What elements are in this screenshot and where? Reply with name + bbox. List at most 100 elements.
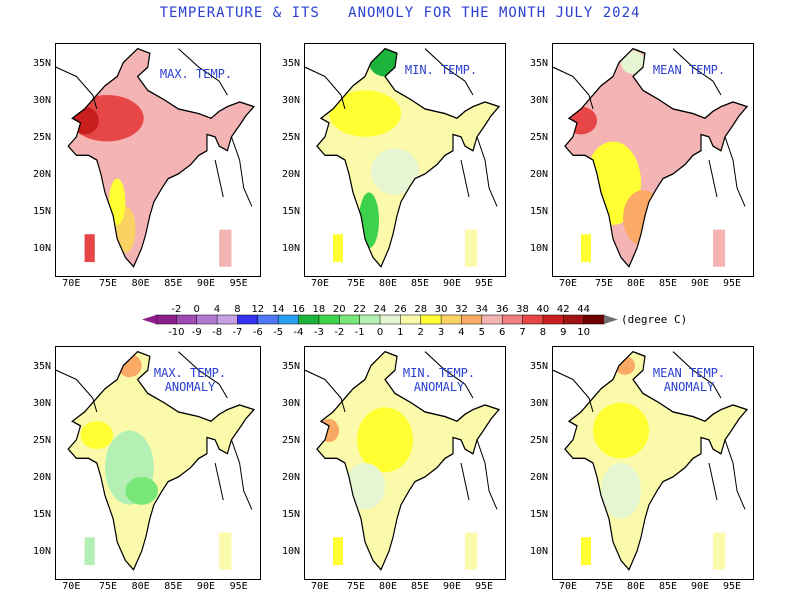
country-border — [178, 351, 228, 399]
x-tick-label: 80E — [131, 278, 150, 289]
x-tick-label: 75E — [346, 581, 366, 592]
x-tick-label: 80E — [378, 581, 398, 592]
legend-anomaly-label: -10 — [168, 327, 184, 338]
y-tick-label: 20N — [281, 472, 300, 484]
legend-anomaly-label: -7 — [232, 327, 242, 338]
legend-anomaly-label: -4 — [294, 327, 304, 338]
india-outline — [564, 47, 749, 268]
panel-title-line2: ANOMALY — [663, 380, 715, 394]
legend-temperature-label: 28 — [414, 304, 427, 315]
panel-title-line1: MIN. TEMP. — [404, 63, 478, 77]
india-map — [553, 47, 749, 268]
y-tick-label: 30N — [281, 398, 300, 409]
y-tick-label: 15N — [529, 509, 548, 521]
country-border — [553, 66, 594, 110]
legend-temperature-label: 26 — [394, 304, 407, 315]
temperature-region — [623, 190, 663, 246]
andaman-box — [465, 229, 477, 267]
y-tick-label: 10N — [529, 546, 548, 558]
legend-unit: (degree C) — [621, 313, 688, 326]
country-border — [672, 48, 722, 96]
panel-title-line2: ANOMALY — [413, 380, 465, 394]
x-tick-label: 90E — [690, 581, 710, 592]
legend-swatch — [216, 314, 239, 325]
legend-anomaly-label: -5 — [273, 327, 283, 338]
legend-anomaly-label: 3 — [438, 327, 444, 338]
x-tick-label: 95E — [229, 278, 248, 289]
x-tick-label: 80E — [378, 278, 398, 289]
legend-temperature-label: 4 — [214, 304, 220, 315]
india-fill — [317, 351, 499, 570]
legend-swatch — [461, 314, 483, 325]
country-border — [230, 439, 253, 510]
legend-anomaly-label: -8 — [212, 327, 222, 338]
lakshadweep-box — [333, 537, 343, 566]
legend-swatch — [563, 314, 585, 325]
legend-swatch — [237, 314, 259, 325]
legend-temperature-label: 14 — [272, 304, 285, 315]
lakshadweep-box — [84, 234, 95, 263]
legend-anomaly-label: 6 — [499, 327, 505, 338]
legend-temperature-label: 38 — [516, 304, 529, 315]
y-tick-label: 15N — [32, 509, 51, 521]
panel-title: MIN. TEMP. — [386, 63, 496, 77]
country-border — [214, 462, 224, 501]
legend-temperature-label: 12 — [251, 304, 264, 315]
temperature-region — [80, 421, 114, 450]
andaman-box — [713, 229, 725, 267]
temperature-region — [357, 407, 413, 473]
temperature-region — [109, 178, 126, 225]
legend-temperature-label: 8 — [234, 304, 240, 315]
india-map — [305, 350, 501, 571]
y-tick-label: 25N — [529, 435, 548, 447]
country-border — [460, 159, 470, 198]
andaman-box — [219, 532, 232, 570]
lakshadweep-box — [581, 234, 591, 263]
country-border — [305, 369, 346, 413]
temperature-region — [371, 148, 419, 195]
legend-swatch — [318, 314, 341, 325]
temperature-region — [601, 463, 641, 519]
legend-temperature-label: 44 — [577, 304, 590, 315]
x-tick-label: 75E — [99, 278, 118, 289]
map-panel-2 — [304, 43, 506, 277]
country-border — [476, 136, 498, 207]
temperature-region — [345, 463, 385, 510]
y-tick-label: 30N — [529, 95, 548, 106]
y-tick-label: 10N — [32, 546, 51, 558]
legend-anomaly-label: 8 — [540, 327, 546, 338]
legend-swatch — [440, 314, 463, 325]
x-tick-label: 70E — [62, 278, 81, 289]
x-tick-label: 90E — [196, 581, 215, 592]
legend-swatch — [420, 314, 442, 325]
x-tick-label: 95E — [474, 278, 494, 289]
andaman-box — [219, 229, 232, 267]
country-border — [553, 369, 594, 413]
india-outline — [316, 350, 501, 571]
panel-title: MAX. TEMP. ANOMALY — [135, 366, 245, 394]
legend-anomaly-label: 0 — [377, 327, 383, 338]
temperature-region — [565, 106, 597, 135]
panel-title-line1: MAX. TEMP. — [153, 366, 227, 380]
india-outline — [67, 350, 256, 571]
x-tick-label: 85E — [164, 278, 183, 289]
india-map — [56, 47, 256, 268]
y-tick-label: 20N — [32, 169, 51, 181]
legend-swatch — [583, 314, 605, 325]
map-panel-3 — [552, 43, 754, 277]
y-tick-label: 10N — [281, 546, 300, 558]
country-border — [708, 462, 718, 501]
y-tick-label: 35N — [281, 360, 300, 372]
india-map — [56, 350, 256, 571]
legend-swatch — [501, 314, 524, 325]
country-border — [724, 439, 746, 510]
legend-anomaly-label: 2 — [418, 327, 424, 338]
legend-anomaly-label: -2 — [334, 327, 344, 338]
country-border — [56, 66, 98, 110]
x-tick-label: 95E — [474, 581, 494, 592]
panel-title: MEAN TEMP. — [634, 63, 744, 77]
panel-title-line2: ANOMALY — [164, 380, 216, 394]
x-tick-label: 70E — [558, 278, 578, 289]
country-border — [724, 136, 746, 207]
india-outline — [564, 350, 749, 571]
